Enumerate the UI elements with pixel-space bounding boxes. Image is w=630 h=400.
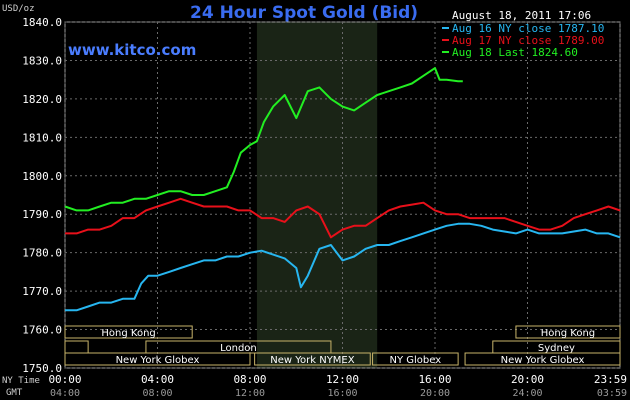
session-bar: Hong Kong [515,325,621,339]
x-tick-label: 04:00 [141,373,174,386]
session-label: New York NYMEX [270,355,355,366]
gmt-tick-label: 20:00 [420,388,450,399]
y-tick-label: 1790.0 [22,208,62,221]
session-bar: NY Globex [372,352,459,366]
x-tick-label: 00:00 [48,373,81,386]
session-bar: Hong Kong [64,325,193,339]
gmt-tick-label: 24:00 [512,388,542,399]
y-tick-label: 1770.0 [22,285,62,298]
session-label: London [220,343,257,354]
gmt-tick-label: 04:00 [50,388,80,399]
series-lines [64,67,621,312]
y-axis-ticks: 1750.0 1760.0 1770.0 1780.0 1790.0 1800.0 1810… [22,16,62,375]
x-tick-label: 08:00 [233,373,266,386]
y-tick-label: 1780.0 [22,247,62,260]
y-axis-label: USD/oz [2,4,35,14]
x-tick-label: 20:00 [511,373,544,386]
legend-entry: Aug 17 NY close 1789.00 [452,34,604,47]
y-tick-label: 1810.0 [22,131,62,144]
session-label: Hong Kong [101,328,155,339]
gmt-tick-label: 12:00 [235,388,265,399]
gmt-tick-label: 16:00 [327,388,357,399]
y-tick-label: 1760.0 [22,324,62,337]
gmt-tick-label: 08:00 [142,388,172,399]
nymex-shaded-window [256,22,378,368]
session-bar: New York NYMEX [254,352,371,366]
ny-time-label: NY Time [2,376,40,386]
session-label: NY Globex [390,355,442,366]
session-label: Hong Kong [541,328,595,339]
session-bar: New York Globex [64,352,251,366]
session-bar: New York Globex [464,352,621,366]
legend-entry: Aug 18 Last 1824.60 [452,46,578,59]
series-line-2 [65,197,621,239]
y-tick-label: 1820.0 [22,93,62,106]
series-line-1 [65,222,621,312]
grid [64,21,621,369]
x-tick-label: 16:00 [418,373,451,386]
session-label: Sydney [538,343,575,354]
x-tick-label: 23:59 [594,373,627,386]
session-label: New York Globex [501,355,585,366]
x-axis-ticks: 00:00 04:00 04:00 08:00 08:00 12:00 12:00 16:00… [48,373,627,399]
timestamp: August 18, 2011 17:06 [452,9,591,22]
gmt-label: GMT [6,388,23,398]
y-tick-label: 1750.0 [22,362,62,375]
chart-title: 24 Hour Spot Gold (Bid) [190,3,418,23]
x-tick-label: 12:00 [326,373,359,386]
legend-entry: Aug 16 NY close 1787.10 [452,22,604,35]
y-tick-label: 1800.0 [22,170,62,183]
website-label: www.kitco.com [68,41,196,59]
session-label: New York Globex [116,355,200,366]
series-line-3 [64,67,463,212]
y-tick-label: 1830.0 [22,54,62,67]
y-tick-label: 1840.0 [22,16,62,29]
gmt-tick-label: 03:59 [597,388,627,399]
